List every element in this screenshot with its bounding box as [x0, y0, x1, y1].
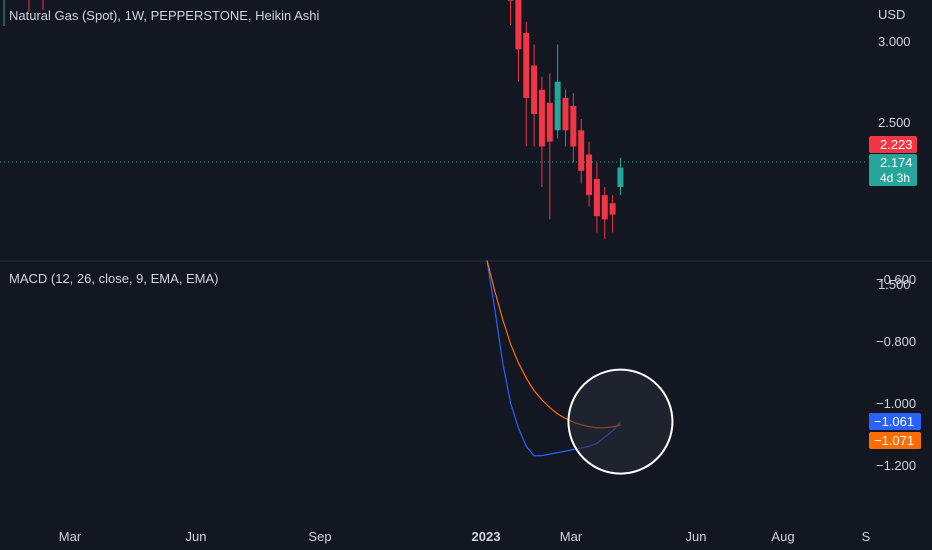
time-tick-label: Mar [560, 529, 583, 544]
macd-tick-label: −0.600 [876, 272, 916, 287]
time-tick-label: Jun [686, 529, 707, 544]
price-tick-label: 1.500 [878, 277, 911, 292]
current-price-badge [869, 136, 917, 153]
macd-legend: MACD (12, 26, close, 9, EMA, EMA) [9, 271, 219, 286]
time-axis[interactable]: Mar Jun Sep 2023 Mar Jun Aug S [59, 529, 871, 544]
candle-body [609, 203, 616, 215]
time-tick-label: 2023 [472, 529, 501, 544]
candles-group [507, 0, 624, 239]
macd-badges: −1.061 −1.071 [869, 413, 921, 449]
candle-body [515, 0, 522, 50]
candle-body [554, 81, 561, 131]
time-tick-label: Jun [186, 529, 207, 544]
price-tick-label: 3.000 [878, 34, 911, 49]
signal-value-label: −1.071 [874, 433, 914, 448]
candle-body [586, 154, 593, 196]
macd-value-badge [869, 413, 921, 430]
last-price-badge [869, 154, 917, 186]
macd-value-label: −1.061 [874, 414, 914, 429]
candle-body [593, 178, 600, 217]
macd-axis[interactable]: −0.600 −0.800 −1.000 −1.200 [876, 272, 916, 473]
signal-value-badge [869, 432, 921, 449]
time-tick-label: Sep [308, 529, 331, 544]
price-axis-currency: USD [878, 7, 905, 22]
candle-body [523, 33, 530, 98]
main-chart-legend: Natural Gas (Spot), 1W, PEPPERSTONE, Hei… [9, 8, 320, 23]
macd-tick-label: −1.200 [876, 458, 916, 473]
price-tick-label: 2.500 [878, 115, 911, 130]
candle-body [578, 130, 585, 171]
candle-body [617, 167, 624, 187]
time-tick-label: Mar [59, 529, 82, 544]
macd-tick-label: −1.000 [876, 396, 916, 411]
macd-tick-label: −0.800 [876, 334, 916, 349]
candle-body [601, 195, 608, 220]
candle-body [546, 102, 553, 142]
candle-body [570, 105, 577, 147]
time-tick-label: Aug [771, 529, 794, 544]
annotation-circle [567, 368, 674, 475]
current-price-label: 2.223 [880, 137, 913, 152]
candle-body [531, 65, 538, 115]
countdown-label: 4d 3h [880, 171, 910, 185]
candle-body [562, 97, 569, 131]
candle-body [538, 89, 545, 147]
candle-body [507, 0, 514, 1]
time-tick-label: S [862, 529, 871, 544]
edge-candle-fragments [3, 0, 44, 26]
last-price-label: 2.174 [880, 155, 913, 170]
